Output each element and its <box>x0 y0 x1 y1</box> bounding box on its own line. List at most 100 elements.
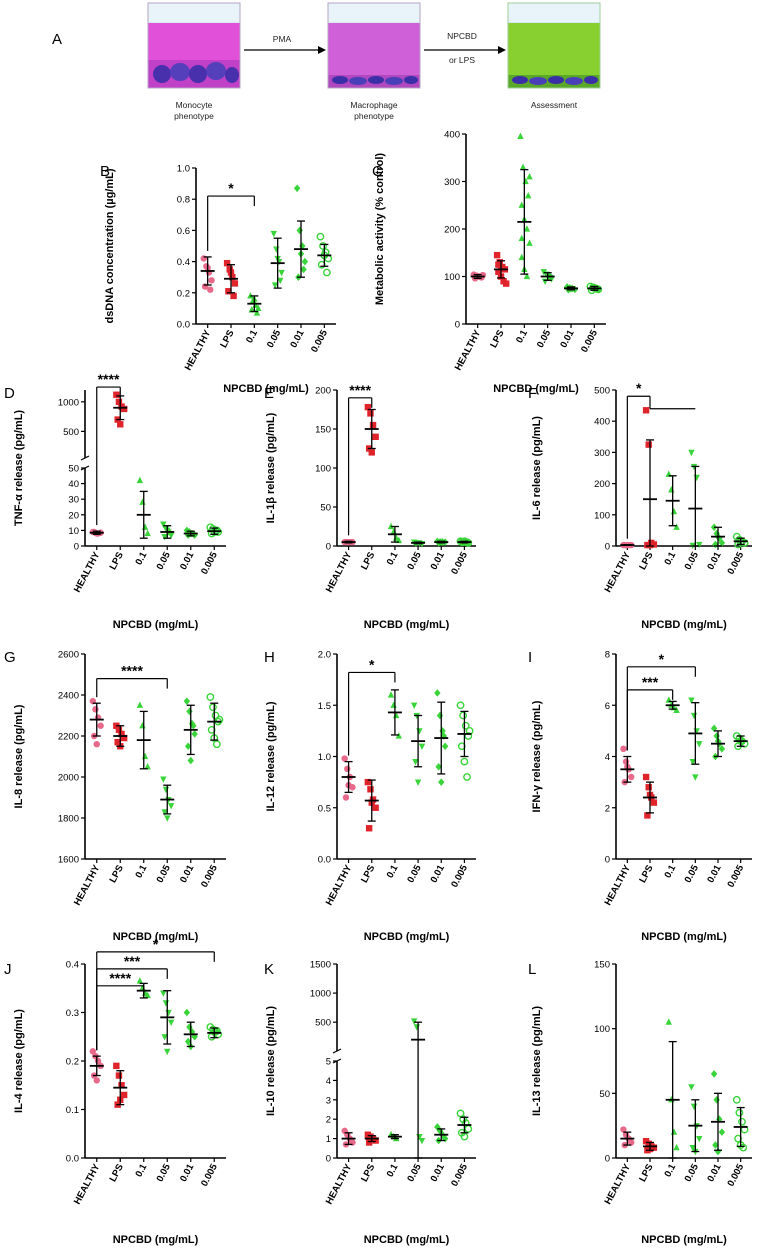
data-point <box>439 727 446 735</box>
panel-letter: B <box>100 163 110 180</box>
data-point <box>118 1082 125 1089</box>
chart-panel-b: B 0.0 0.2 0.4 0.6 0.8 1.0 HEALTHY LPS 0.1 0.05 0.01… <box>100 163 336 395</box>
panel-letter: J <box>4 961 12 978</box>
well-assessment <box>507 2 601 89</box>
y-tick-label: 3 <box>326 1095 331 1106</box>
x-tick-label: 0.1 <box>385 1162 401 1179</box>
data-point <box>526 172 533 180</box>
x-tick-label: 0.005 <box>309 328 330 355</box>
data-point <box>390 701 397 708</box>
data-point <box>367 410 374 417</box>
y-axis-label: IL-4 release (pg/mL) <box>13 1009 25 1113</box>
data-point <box>191 730 198 738</box>
x-tick-label: LPS <box>637 550 655 571</box>
data-point <box>113 391 120 398</box>
data-point <box>459 711 468 720</box>
chart-panel-e: E 0 50 100 150 200 HEALTHY LPS 0.1 0.05 0.01 0.005 I… <box>264 382 476 631</box>
axis-break-mark <box>332 1048 342 1054</box>
data-point <box>456 701 465 710</box>
data-point <box>523 272 531 280</box>
data-point <box>118 730 125 738</box>
data-point <box>738 1117 746 1126</box>
significance-label: * <box>659 651 665 667</box>
y-tick-label: 0.2 <box>177 288 190 299</box>
data-point <box>162 1000 170 1007</box>
y-tick-label: 10 <box>68 526 79 537</box>
data-point <box>120 405 128 413</box>
x-axis-label: NPCBD (mg/mL) <box>223 383 309 395</box>
data-point <box>418 1137 426 1145</box>
data-point <box>414 779 422 786</box>
y-tick-label: 100 <box>315 464 331 475</box>
data-point <box>167 1019 175 1026</box>
well-macrophage <box>327 2 421 89</box>
x-tick-label: LPS <box>108 1162 126 1183</box>
data-point <box>713 1096 720 1104</box>
panel-letter: I <box>528 649 532 666</box>
y-tick-label: 1500 <box>310 960 331 971</box>
y-tick-label: 0 <box>326 542 331 553</box>
y-tick-label: 0.3 <box>66 1008 79 1019</box>
y-tick-label: 400 <box>594 417 610 428</box>
x-tick-label: HEALTHY <box>603 1162 634 1207</box>
x-axis-label: NPCBD (mg/mL) <box>113 931 199 943</box>
x-tick-label: HEALTHY <box>603 550 634 595</box>
data-point <box>273 246 280 253</box>
data-point <box>316 232 325 241</box>
x-tick-label: 0.05 <box>535 328 554 350</box>
data-point <box>650 541 658 548</box>
data-point <box>187 756 194 765</box>
data-point <box>136 476 144 484</box>
data-point <box>341 755 348 762</box>
data-point <box>441 742 449 751</box>
data-point <box>673 523 680 530</box>
data-point <box>718 1128 726 1136</box>
data-point <box>144 529 151 537</box>
data-point <box>735 1108 744 1117</box>
data-point <box>642 773 650 781</box>
x-tick-label: HEALTHY <box>324 550 355 595</box>
y-tick-label: 1600 <box>58 855 79 866</box>
data-point <box>696 741 703 748</box>
x-tick-label: HEALTHY <box>72 863 103 908</box>
y-tick-label: 300 <box>444 177 460 188</box>
data-point <box>136 701 144 708</box>
data-point <box>229 274 236 281</box>
data-point <box>523 225 531 232</box>
y-tick-label: 200 <box>594 479 610 490</box>
data-point <box>732 1095 741 1104</box>
x-axis-label: NPCBD (mg/mL) <box>364 619 450 631</box>
well1-label-line2: phenotype <box>174 111 214 121</box>
x-tick-label: LPS <box>488 328 506 349</box>
data-point <box>710 1070 718 1078</box>
data-point <box>628 1139 635 1146</box>
x-tick-label: 0.1 <box>244 328 260 345</box>
data-point <box>231 280 239 287</box>
y-tick-label: 50 <box>68 464 79 475</box>
y-tick-label: 100 <box>444 272 460 283</box>
axis-break-mark <box>80 455 90 461</box>
data-point <box>673 706 680 713</box>
data-point <box>115 398 123 406</box>
y-tick-label: 4 <box>605 752 610 763</box>
data-point <box>713 732 720 740</box>
x-tick-label: HEALTHY <box>72 550 103 595</box>
y-tick-label: 0.1 <box>66 1105 79 1116</box>
data-point <box>144 991 151 999</box>
data-point <box>518 253 525 261</box>
arrow-treatment-label-2: or LPS <box>449 55 475 65</box>
data-point <box>503 280 510 287</box>
data-point <box>136 977 144 984</box>
data-point <box>186 707 193 716</box>
panel-letter: G <box>4 649 16 666</box>
data-point <box>164 815 171 822</box>
x-tick-label: 0.01 <box>178 1162 197 1184</box>
chart-panel-k: K 0 1 2 3 4 5 500 1000 1500 HEALTHY LPS 0.1 0.05 0.01 0… <box>264 960 476 1246</box>
data-point <box>642 407 650 414</box>
data-point <box>160 990 167 997</box>
chart-panel-j: J 0.0 0.1 0.2 0.3 0.4 HEALTHY LPS 0.1 0.05 0.01 0.0… <box>4 936 226 1246</box>
data-point <box>184 742 192 751</box>
panel-letter: C <box>372 163 383 180</box>
data-point <box>518 201 525 208</box>
